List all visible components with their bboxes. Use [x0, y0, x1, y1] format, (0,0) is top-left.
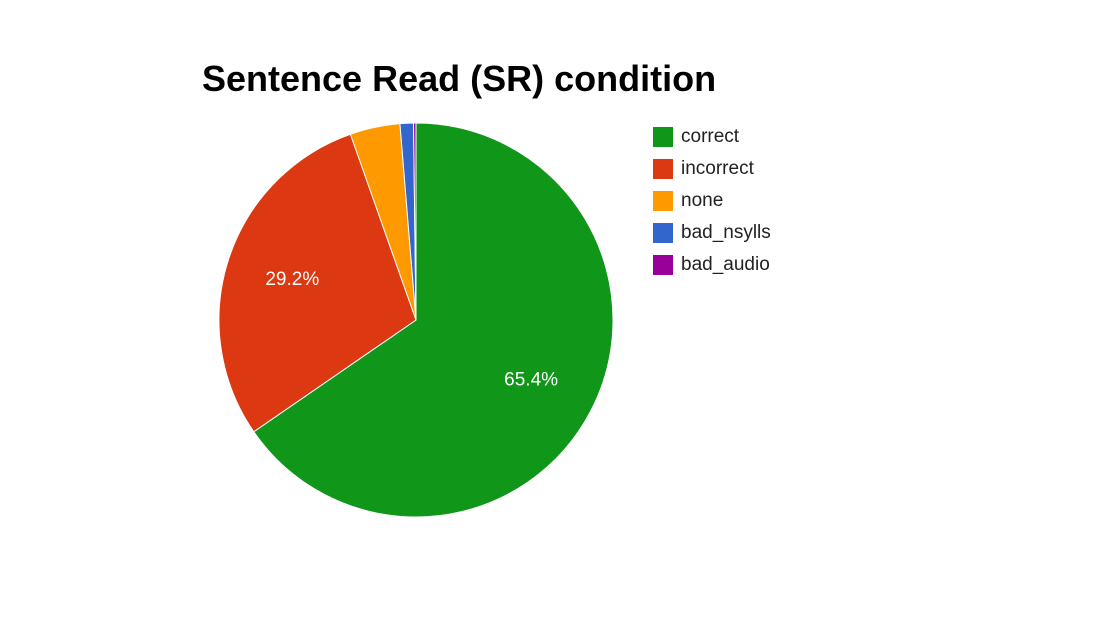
legend-item-bad-nsylls: bad_nsylls — [653, 217, 771, 249]
pie-slice-bad-audio — [413, 122, 417, 321]
pie-slice-labels: 65.4% 29.2% — [265, 269, 558, 391]
slice-label-correct: 65.4% — [504, 370, 558, 391]
legend-label: incorrect — [681, 158, 754, 179]
legend-item-bad-audio: bad_audio — [653, 249, 771, 281]
legend-item-none: none — [653, 185, 771, 217]
legend-item-incorrect: incorrect — [653, 153, 771, 185]
legend-label: bad_audio — [681, 254, 770, 275]
legend-label: none — [681, 190, 724, 211]
legend-swatch — [653, 223, 673, 243]
legend-swatch — [653, 255, 673, 275]
chart-title: Sentence Read (SR) condition — [202, 58, 717, 99]
pie-slices — [218, 122, 614, 518]
legend-label: bad_nsylls — [681, 222, 771, 243]
pie-slice-correct — [253, 122, 614, 518]
pie-slice-incorrect — [218, 133, 417, 433]
legend-label: correct — [681, 126, 740, 147]
slice-label-incorrect: 29.2% — [265, 269, 319, 290]
legend-item-correct: correct — [653, 121, 771, 153]
legend-swatch — [653, 159, 673, 179]
legend-swatch — [653, 191, 673, 211]
legend-swatch — [653, 127, 673, 147]
legend: correct incorrect none bad_nsylls bad_audio — [653, 121, 771, 281]
